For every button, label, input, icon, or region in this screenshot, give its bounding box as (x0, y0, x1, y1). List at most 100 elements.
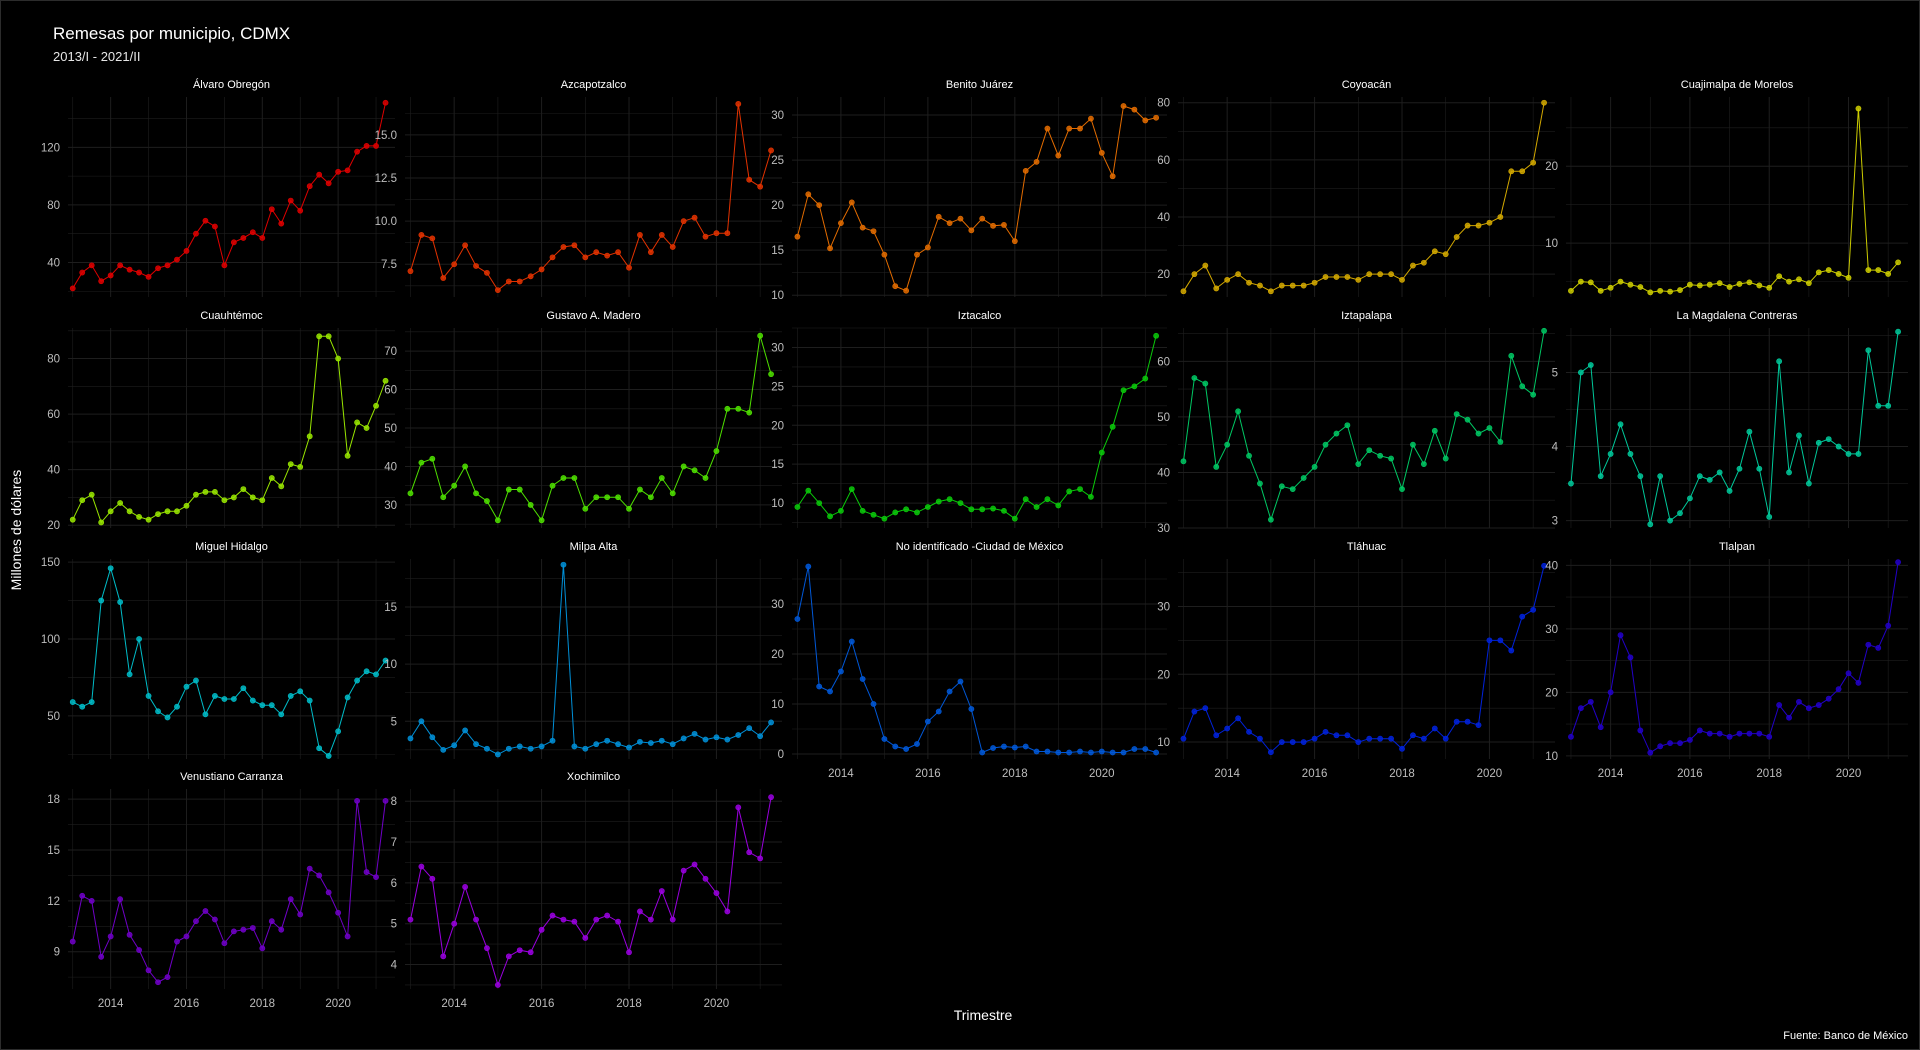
data-point (594, 917, 599, 922)
data-point (1747, 280, 1752, 285)
data-point (1628, 655, 1633, 660)
data-point (241, 927, 246, 932)
data-point (637, 232, 642, 237)
data-point (768, 372, 773, 377)
data-point (758, 333, 763, 338)
data-point (1796, 699, 1801, 704)
y-tick-label: 18 (47, 794, 60, 806)
data-point (345, 695, 350, 700)
data-point (473, 742, 478, 747)
data-point (1290, 487, 1295, 492)
data-point (89, 263, 94, 268)
data-point (572, 243, 577, 248)
y-tick-label: 5 (391, 716, 397, 728)
data-point (1301, 739, 1306, 744)
y-tick-label: 30 (771, 342, 784, 354)
data-point (1067, 750, 1072, 755)
data-point (1608, 690, 1613, 695)
y-tick-label: 10 (771, 290, 784, 302)
data-point (326, 753, 331, 758)
data-point (871, 512, 876, 517)
series-line-azcapotzalco (411, 104, 772, 290)
data-point (260, 703, 265, 708)
data-point (1727, 488, 1732, 493)
data-point (298, 912, 303, 917)
panel-title: Tlalpan (1719, 541, 1755, 553)
data-point (1866, 267, 1871, 272)
data-point (1717, 731, 1722, 736)
data-point (1816, 270, 1821, 275)
data-point (495, 982, 500, 987)
x-tick-label: 2020 (704, 998, 730, 1010)
data-point (594, 495, 599, 500)
data-point (463, 243, 468, 248)
data-point (904, 507, 909, 512)
data-point (1618, 633, 1623, 638)
data-point (1192, 709, 1197, 714)
data-point (914, 510, 919, 515)
data-point (383, 378, 388, 383)
data-point (1132, 107, 1137, 112)
data-point (165, 975, 170, 980)
data-point (947, 497, 952, 502)
data-point (373, 875, 378, 880)
data-point (1717, 470, 1722, 475)
data-point (307, 866, 312, 871)
data-point (1618, 422, 1623, 427)
y-tick-label: 50 (384, 423, 397, 435)
data-point (1531, 160, 1536, 165)
data-point (1886, 271, 1891, 276)
data-point (165, 509, 170, 514)
data-point (279, 712, 284, 717)
x-tick-label: 2016 (529, 998, 555, 1010)
y-tick-label: 20 (771, 649, 784, 661)
data-point (1443, 252, 1448, 257)
data-point (1023, 497, 1028, 502)
data-point (1476, 223, 1481, 228)
data-point (288, 198, 293, 203)
panel-title: Cuauhtémoc (200, 310, 263, 322)
panel-title: Benito Juárez (946, 79, 1013, 91)
data-point (1388, 272, 1393, 277)
data-point (136, 947, 141, 952)
data-point (1077, 749, 1082, 754)
data-point (212, 489, 217, 494)
data-point (70, 939, 75, 944)
data-point (1454, 719, 1459, 724)
data-point (1767, 514, 1772, 519)
data-point (1312, 736, 1317, 741)
data-point (1628, 451, 1633, 456)
data-point (127, 932, 132, 937)
data-point (703, 475, 708, 480)
data-point (1225, 277, 1230, 282)
data-point (1846, 671, 1851, 676)
data-point (1432, 249, 1437, 254)
data-point (615, 742, 620, 747)
data-point (193, 919, 198, 924)
data-point (1509, 648, 1514, 653)
data-point (670, 491, 675, 496)
y-tick-label: 30 (771, 599, 784, 611)
data-point (725, 231, 730, 236)
y-tick-label: 120 (41, 142, 60, 154)
data-point (893, 744, 898, 749)
data-point (1846, 451, 1851, 456)
data-point (1225, 726, 1230, 731)
data-point (184, 503, 189, 508)
data-point (1067, 489, 1072, 494)
data-point (871, 229, 876, 234)
data-point (336, 169, 341, 174)
data-point (1895, 260, 1900, 265)
data-point (108, 934, 113, 939)
data-point (1648, 522, 1653, 527)
data-point (670, 244, 675, 249)
data-point (89, 898, 94, 903)
data-point (1598, 288, 1603, 293)
data-point (594, 250, 599, 255)
data-point (860, 508, 865, 513)
data-point (212, 693, 217, 698)
data-point (827, 246, 832, 251)
data-point (419, 864, 424, 869)
y-tick-label: 6 (391, 878, 397, 890)
data-point (1203, 381, 1208, 386)
